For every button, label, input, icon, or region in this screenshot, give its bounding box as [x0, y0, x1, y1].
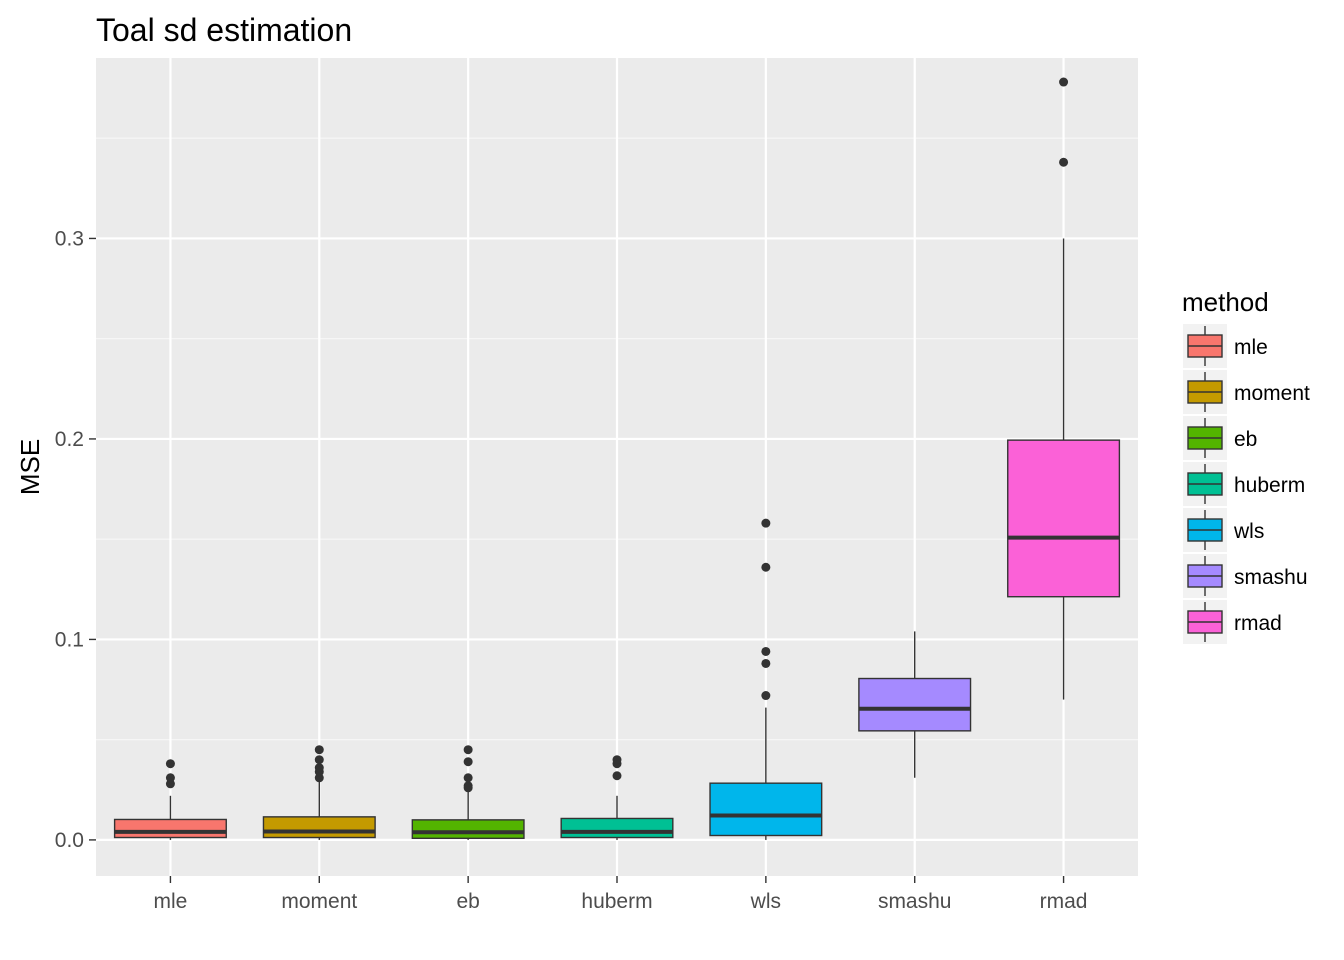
outlier-point [314, 755, 324, 765]
box [709, 782, 823, 837]
legend-item-rmad: rmad [1183, 600, 1282, 644]
boxplot-smashu [858, 631, 972, 778]
boxplots [113, 77, 1121, 840]
boxplot-huberm [560, 755, 674, 840]
outlier-point [612, 771, 622, 781]
x-tick-label: eb [456, 890, 479, 913]
outlier-point [761, 562, 771, 572]
boxplot-eb [411, 745, 525, 840]
outlier-point [761, 658, 771, 668]
outlier-point [463, 757, 473, 767]
box [113, 818, 227, 839]
outlier-point [165, 773, 175, 783]
boxplot-rmad [1007, 77, 1121, 700]
boxplot-wls [709, 518, 823, 840]
legend-label: eb [1234, 428, 1257, 451]
legend-item-moment: moment [1183, 370, 1310, 414]
x-tick-label: moment [281, 890, 357, 913]
legend-label: mle [1234, 336, 1268, 359]
y-axis-title: MSE [15, 439, 45, 495]
outlier-point [463, 773, 473, 783]
x-tick-label: huberm [581, 890, 652, 913]
x-tick-label: mle [154, 890, 188, 913]
box [560, 817, 674, 839]
x-tick-label: wls [750, 890, 781, 913]
box [1007, 439, 1121, 598]
legend-label: huberm [1234, 474, 1305, 497]
outlier-point [463, 781, 473, 791]
y-tick-label: 0.0 [55, 829, 84, 852]
x-axis: mle moment eb huberm wls smashu rmad [154, 876, 1088, 913]
box [411, 819, 525, 840]
outlier-point [1059, 157, 1069, 167]
outlier-point [314, 763, 324, 773]
legend-title: method [1182, 287, 1269, 317]
legend-label: wls [1233, 520, 1264, 543]
boxplot-mle [113, 759, 227, 840]
outlier-point [463, 745, 473, 755]
legend-label: moment [1234, 382, 1310, 405]
y-axis: 0.0 0.1 0.2 0.3 [55, 227, 96, 852]
legend-label: smashu [1234, 566, 1308, 589]
outlier-point [1059, 77, 1069, 87]
box [262, 816, 376, 839]
x-tick-label: rmad [1040, 890, 1088, 913]
outlier-point [612, 755, 622, 765]
legend: method mle moment eb huberm wls smashu rmad [1182, 287, 1310, 644]
y-tick-label: 0.1 [55, 628, 84, 651]
outlier-point [761, 691, 771, 701]
legend-item-smashu: smashu [1183, 554, 1308, 598]
outlier-point [165, 759, 175, 769]
legend-item-mle: mle [1183, 324, 1268, 368]
chart-title: Toal sd estimation [96, 12, 352, 48]
legend-item-huberm: huberm [1183, 462, 1305, 506]
outlier-point [314, 745, 324, 755]
box [858, 677, 972, 732]
outlier-point [761, 518, 771, 528]
y-tick-label: 0.2 [55, 428, 84, 451]
x-tick-label: smashu [878, 890, 952, 913]
legend-item-wls: wls [1183, 508, 1264, 552]
boxplot-moment [262, 745, 376, 840]
y-tick-label: 0.3 [55, 227, 84, 250]
legend-label: rmad [1234, 612, 1282, 635]
legend-item-eb: eb [1183, 416, 1257, 460]
outlier-point [761, 646, 771, 656]
